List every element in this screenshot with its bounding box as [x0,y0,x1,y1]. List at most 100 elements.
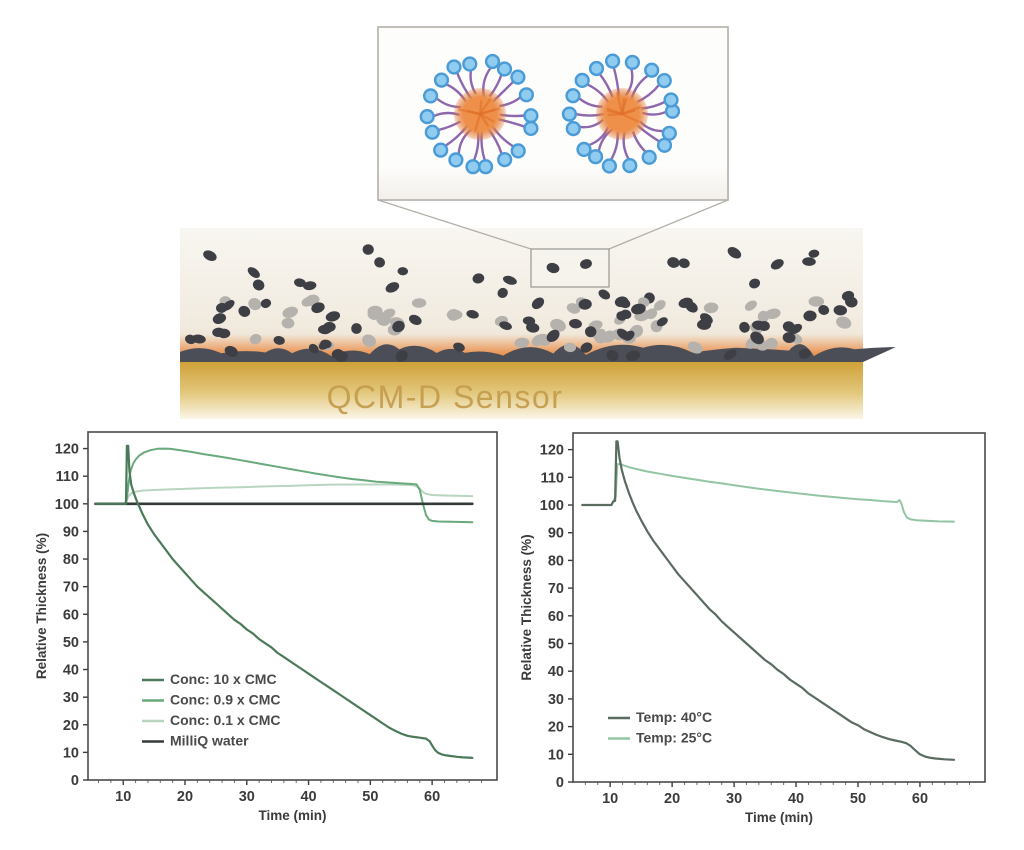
x-tick-label: 60 [912,791,928,807]
series-line-0 [581,440,956,761]
micelle-core-texture [466,109,481,116]
micelle-core-texture [479,107,500,116]
chart-svg: 10 20 30 40 50 60 0 10 20 30 40 50 60 70 80 90 100 110 120… [519,432,986,825]
dark-particle [224,345,238,357]
legend-label-3: MilliQ water [170,733,249,749]
micelle-head [565,121,581,137]
dark-particle [499,321,512,330]
micelle-head [565,88,581,104]
chart-svg: 10 20 30 40 50 60 0 10 20 30 40 50 60 70 80 90 100 110 120… [34,431,498,823]
dark-particle [351,323,362,334]
micelle-core-texture [478,100,483,115]
x-tick-label: 10 [602,791,618,807]
dark-particle [497,287,508,298]
x-axis-label: Time (min) [745,810,813,825]
dark-particle [395,350,408,362]
dark-particle [385,282,400,293]
y-tick-label: 80 [548,553,564,569]
dark-particle [782,332,796,344]
x-axis-label: Time (min) [258,808,326,823]
micelle-core-texture [479,97,492,115]
x-tick-label: 30 [239,789,255,805]
micelle-core-texture [615,91,624,115]
micelle-head [423,88,439,104]
micelle [561,53,681,174]
dark-particle [667,257,680,268]
micelle-head [496,61,513,77]
dark-particle [685,301,698,313]
dark-particle [803,310,817,322]
callout-target-box [530,248,610,288]
series-line-2 [94,483,474,505]
micelle-head [601,158,618,174]
dark-particle [678,258,690,269]
dark-particle [397,267,409,276]
dark-particle [656,317,668,327]
micelle-head [484,53,501,70]
dark-particle [845,296,858,308]
dark-particle [631,303,646,315]
light-particle [687,341,703,354]
y-tick-label: 20 [63,718,79,734]
dark-particle [546,262,560,274]
dark-particle [750,331,764,345]
x-tick-label: 40 [788,791,804,807]
dark-particle [325,311,341,322]
light-particle [411,298,427,308]
dark-particle [833,305,847,316]
dark-particle [374,257,385,268]
dark-particle [308,343,319,354]
callout-line-left [377,199,532,250]
light-particle [376,314,391,326]
dark-particle [580,342,593,353]
micelle-head [433,142,449,158]
light-particle [765,337,778,349]
dark-particle [578,298,592,310]
legend-label-1: Temp: 25°C [636,730,712,746]
micelle-head [448,152,464,168]
micelle-head [604,53,621,69]
y-tick-label: 50 [548,637,564,653]
dark-particle [818,305,830,315]
dark-particle [598,289,611,300]
light-particle [282,306,298,318]
dark-particle [623,330,635,341]
y-tick-label: 100 [540,498,564,514]
dark-particle [788,323,803,335]
light-particle [362,334,377,348]
dark-particle [752,320,766,331]
micelle-head [656,72,672,89]
dark-particle [723,349,737,360]
light-particle [281,317,295,329]
dark-particle [580,259,592,269]
dark-particle [770,259,784,270]
y-tick-label: 30 [548,692,564,708]
dark-particle [294,278,306,288]
callout [377,26,729,288]
dark-particle [569,318,582,329]
light-particle [653,300,666,311]
dark-particle [749,278,761,289]
y-tick-label: 90 [63,524,79,540]
micelle-head [624,54,641,71]
light-particle [550,318,566,332]
micelle-head [518,87,535,103]
micelle-head [641,149,657,165]
light-particle [563,342,577,353]
micelle-head [465,159,481,175]
y-tick-label: 0 [71,773,79,789]
y-tick-label: 80 [63,552,79,568]
x-tick-label: 20 [177,789,193,805]
dark-particle [252,279,265,291]
y-tick-label: 30 [63,690,79,706]
y-tick-label: 70 [63,580,79,596]
dark-particle [247,267,260,279]
dark-particle [625,350,641,362]
series-line-1 [581,463,955,523]
micelle-head [622,158,638,174]
micelle-head [510,143,526,159]
y-tick-label: 10 [548,747,564,763]
light-particle [601,330,617,343]
light-particle [249,333,262,345]
